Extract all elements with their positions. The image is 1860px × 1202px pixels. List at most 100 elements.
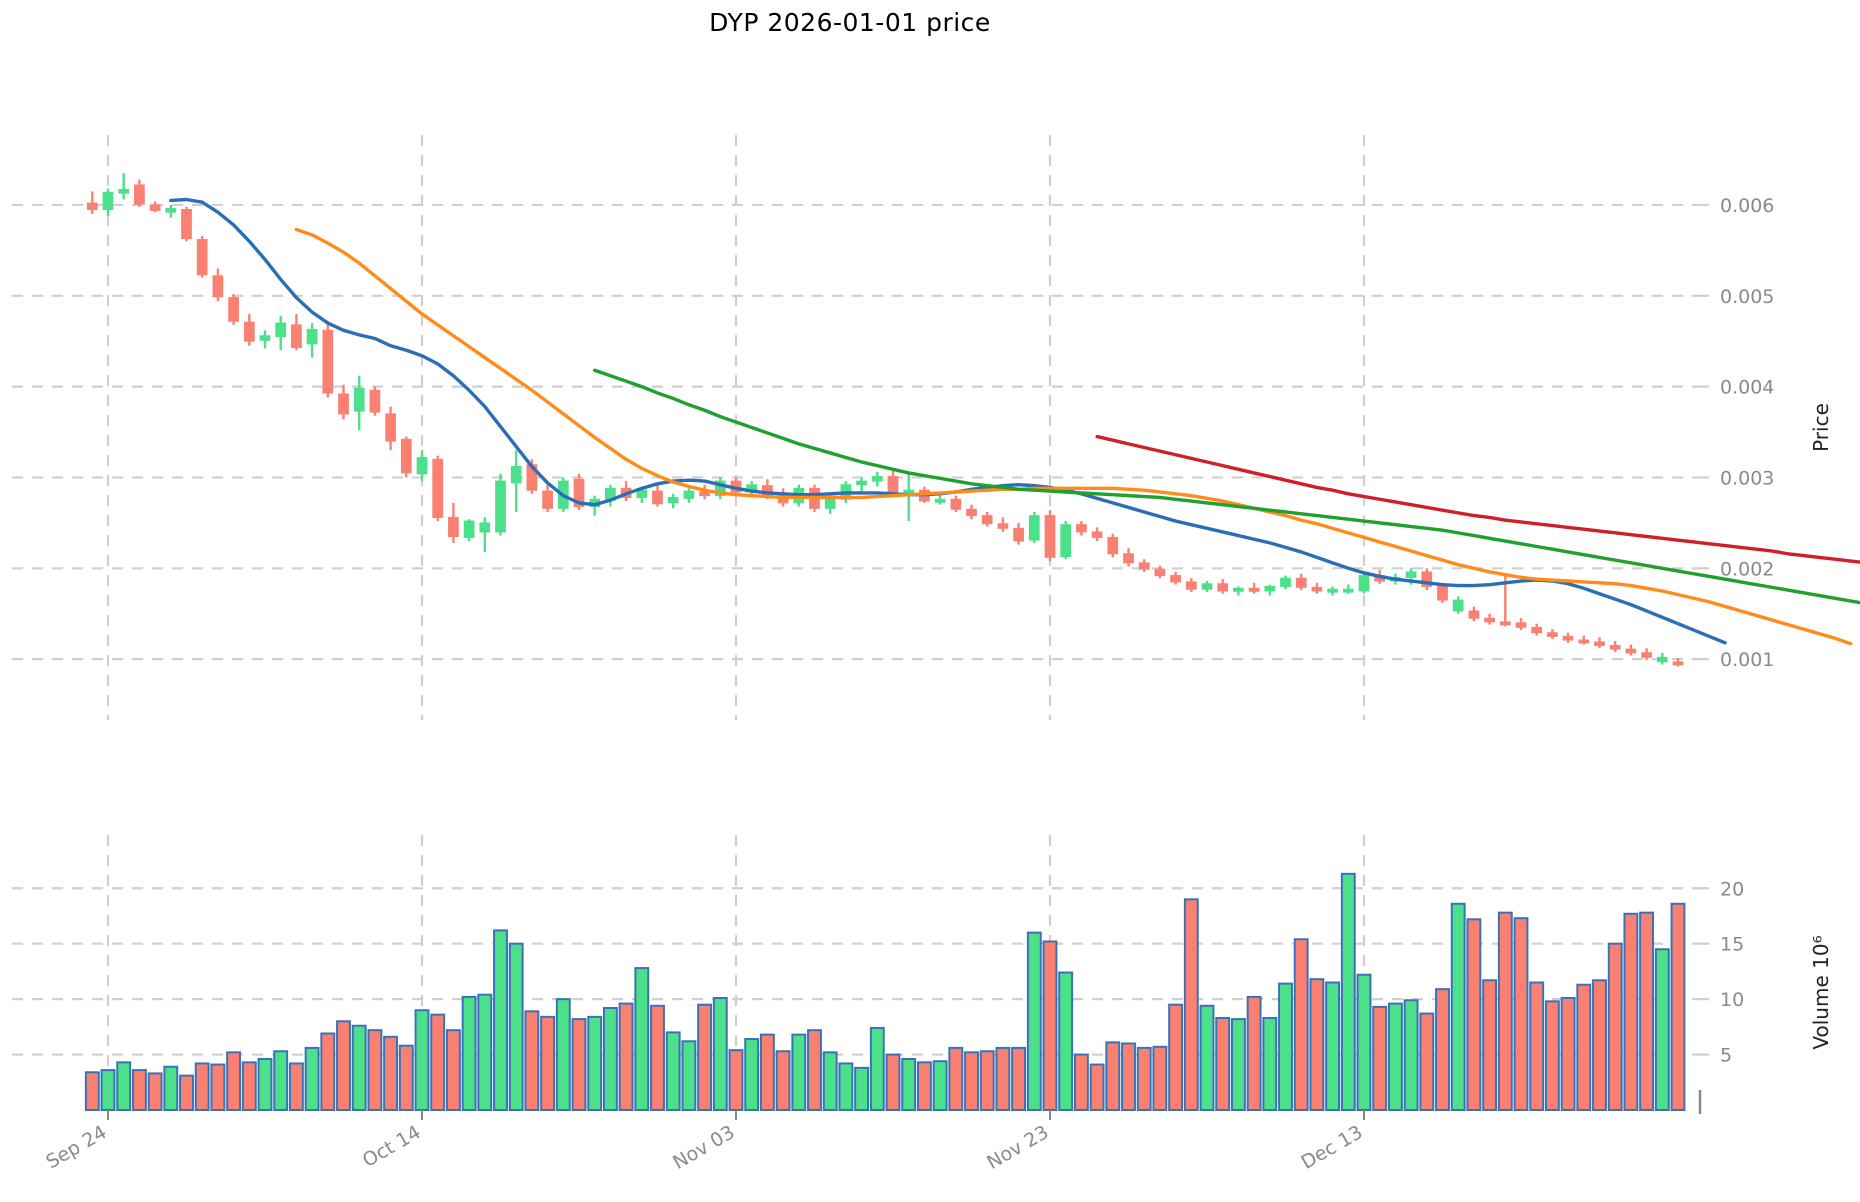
volume-bar [1230,1018,1246,1112]
volume-bar [1623,912,1639,1111]
volume-bar [1387,1002,1403,1112]
candle-body [1060,524,1072,557]
candle-body [102,191,114,211]
candle-body [1076,524,1087,533]
candle-body [1311,586,1323,592]
ma-line-ma_longest [1095,434,1860,564]
volume-axis-title: Volume 10⁶ [1809,935,1833,1049]
volume-bar [1121,1042,1136,1112]
candle-body [966,508,977,517]
candle-body [369,389,381,413]
x-gridlines [106,135,1366,1110]
volume-bar [1576,983,1592,1112]
x-tick-label: Sep 24 [42,1121,110,1173]
candle-body [1280,577,1291,587]
candle-body [212,275,224,298]
volume-bar [697,1003,713,1111]
volume-bar [430,1013,446,1111]
moving-average-lines-group [169,197,1860,646]
candle-body [243,321,255,342]
candle-body [1405,571,1417,578]
candle-body [856,480,867,486]
volume-bar [650,1004,665,1111]
candle-body [652,490,663,505]
volume-bar [1544,1000,1560,1112]
volume-bar [1639,911,1655,1111]
volume-bar [241,1061,257,1111]
volume-bar [822,1051,838,1111]
volume-gridlines [12,887,1700,1056]
candle-body [338,393,349,415]
candle-body [683,490,695,499]
volume-bar [775,1050,791,1112]
volume-bar [1199,1004,1215,1111]
candle-body [1233,587,1244,592]
volume-bar [759,1033,775,1111]
volume-bar [320,1032,336,1111]
candle-body [495,480,506,533]
candle-body [1044,515,1056,558]
volume-bar [838,1062,854,1112]
candle-body [699,491,710,497]
candle-body [1515,622,1527,628]
chart-title: DYP 2026-01-01 price [709,8,991,37]
candlestick-group [86,173,1684,667]
volume-bar [571,1018,587,1112]
volume-bar [1670,902,1686,1111]
candle-body [400,438,412,474]
volume-bar [1450,902,1466,1111]
price-tick-label: 0.003 [1720,467,1774,489]
volume-bar [398,1044,414,1112]
volume-bar [367,1029,383,1112]
candle-body [1531,626,1543,634]
volume-bar [1607,942,1623,1112]
candle-body [1138,562,1150,570]
candle-body [1609,645,1621,650]
volume-bar [618,1002,634,1112]
candle-body [1578,639,1590,644]
price-axis-title: Price [1809,403,1833,452]
volume-bar [555,998,571,1111]
volume-bar [901,1058,917,1111]
volume-bar [1042,940,1058,1112]
volume-bar [1183,898,1199,1112]
candle-body [1342,588,1354,593]
volume-bar [1136,1046,1152,1112]
volume-bar [916,1061,932,1111]
candle-body [416,456,428,475]
volume-bar [1466,918,1482,1111]
volume-bar [602,1007,618,1111]
volume-bar [1592,979,1607,1111]
candle-body [1421,571,1433,587]
candle-body [1248,587,1260,592]
candle-body [165,208,177,213]
volume-bar [587,1015,603,1111]
volume-bar [131,1069,147,1111]
volume-bar [304,1046,320,1112]
volume-bar [807,1029,822,1112]
volume-bar [540,1015,556,1111]
candle-body [1327,588,1338,593]
volume-bar [932,1060,948,1112]
candle-body [1123,553,1134,564]
candle-body [259,335,271,341]
candle-body [432,458,444,518]
candle-body [871,476,883,482]
ma-line-ma_long [593,368,1860,605]
volume-bar [854,1066,870,1111]
volume-bar [163,1065,179,1111]
ma-line-ma_short [169,197,1727,645]
candle-body [1547,632,1558,637]
volume-bars-group [84,872,1686,1112]
candle-body [291,324,302,349]
candle-body [306,328,318,345]
volume-bar [84,1071,100,1111]
candle-body [950,498,962,510]
volume-bar [477,993,493,1112]
candle-body [573,478,585,508]
volume-bar [493,929,508,1111]
volume-bar [1073,1053,1089,1111]
candle-body [1656,656,1668,663]
volume-bar [336,1020,351,1111]
volume-bar [445,1029,461,1112]
